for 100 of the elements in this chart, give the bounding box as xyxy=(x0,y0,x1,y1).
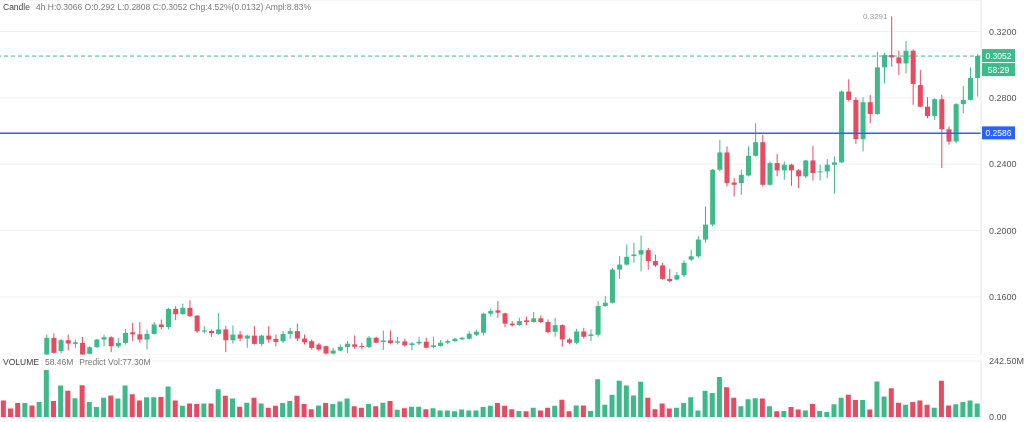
bar xyxy=(502,405,508,417)
bar xyxy=(36,401,42,417)
bar xyxy=(623,385,629,417)
bar xyxy=(910,401,916,417)
bar xyxy=(258,403,264,417)
bar xyxy=(659,403,665,417)
bar xyxy=(101,397,107,417)
bar xyxy=(8,408,14,417)
bar xyxy=(201,403,207,417)
bar xyxy=(480,407,486,417)
annotation: 58.46M xyxy=(44,357,74,367)
bar xyxy=(566,411,572,417)
bar xyxy=(924,404,930,417)
bar xyxy=(330,404,336,417)
bar xyxy=(745,399,751,417)
bar xyxy=(731,397,737,417)
bar xyxy=(308,409,314,417)
bar xyxy=(136,400,142,417)
bar xyxy=(165,386,171,417)
bar xyxy=(466,410,472,417)
bar xyxy=(459,409,465,417)
candlestick xyxy=(137,321,143,344)
ref-line-label: 0.3052 xyxy=(985,51,1012,62)
candlestick xyxy=(237,330,243,342)
bar xyxy=(423,409,429,417)
bar xyxy=(838,397,844,417)
chart-title: VOLUME xyxy=(3,357,39,367)
bar xyxy=(652,409,658,417)
candlestick xyxy=(917,69,923,108)
bar xyxy=(79,385,85,417)
bar xyxy=(938,380,944,417)
candlestick xyxy=(638,235,644,272)
candlestick xyxy=(774,153,780,177)
bar xyxy=(194,404,200,417)
annotation: 58:29 xyxy=(987,65,1010,76)
candlestick xyxy=(495,300,501,319)
chart-subtitle: 4h H:0.3066 O:0.292 L:0.2808 C:0.3052 Chg:4.52%(0.0132) Ampl:8.83% xyxy=(35,2,311,12)
bar xyxy=(416,406,422,417)
y-tick-label: 0.1600 xyxy=(989,292,1017,303)
candlestick xyxy=(867,94,873,124)
bar xyxy=(523,411,529,417)
candlestick xyxy=(932,97,938,121)
bar xyxy=(724,387,730,417)
candlestick xyxy=(216,312,222,336)
candlestick xyxy=(824,158,830,179)
bar xyxy=(917,400,923,417)
bar xyxy=(430,408,436,417)
candlestick xyxy=(144,328,150,351)
candlestick xyxy=(846,78,852,103)
bar xyxy=(93,407,99,417)
candlestick xyxy=(559,323,565,348)
bar xyxy=(931,407,937,417)
bar xyxy=(494,402,500,417)
candlestick xyxy=(101,334,107,347)
bar xyxy=(967,400,973,417)
candlestick xyxy=(810,145,816,181)
bar xyxy=(573,405,579,417)
bar xyxy=(344,398,350,417)
bar xyxy=(702,390,708,417)
bar xyxy=(122,385,128,417)
bar xyxy=(230,398,235,417)
chart-title: Candle xyxy=(3,2,30,12)
bar xyxy=(222,395,228,417)
bar xyxy=(630,395,636,417)
bar xyxy=(810,404,816,417)
candlestick xyxy=(380,329,386,351)
bar xyxy=(287,401,293,417)
bar xyxy=(387,401,393,417)
bar xyxy=(215,389,221,417)
bar xyxy=(595,379,601,417)
bar xyxy=(351,406,357,417)
bar xyxy=(358,407,364,417)
bar xyxy=(752,398,758,417)
annotation: 0.3291 xyxy=(863,12,889,22)
candlestick xyxy=(796,168,802,189)
candlestick xyxy=(767,160,773,187)
bar xyxy=(802,410,808,417)
bar xyxy=(58,385,64,417)
bar xyxy=(144,397,150,417)
bar xyxy=(781,411,787,417)
bar xyxy=(874,381,880,417)
bar xyxy=(895,402,901,417)
annotation: Predict Vol:77.30M xyxy=(79,357,151,367)
bar xyxy=(638,381,644,417)
candlestick xyxy=(896,50,902,76)
y-tick-label: 0.2000 xyxy=(989,225,1017,236)
bar xyxy=(409,406,415,417)
bar xyxy=(0,400,6,417)
bar xyxy=(666,408,672,417)
y-tick-label: 0.3200 xyxy=(989,26,1017,37)
bar xyxy=(437,410,443,417)
y-tick-label: 0.2400 xyxy=(989,159,1017,170)
bar xyxy=(29,405,35,417)
candlestick xyxy=(960,85,966,114)
candlestick xyxy=(703,205,709,244)
candlestick xyxy=(731,177,737,197)
bar xyxy=(129,394,135,417)
bar xyxy=(301,404,307,417)
bar xyxy=(946,405,952,417)
candlestick xyxy=(552,317,558,338)
